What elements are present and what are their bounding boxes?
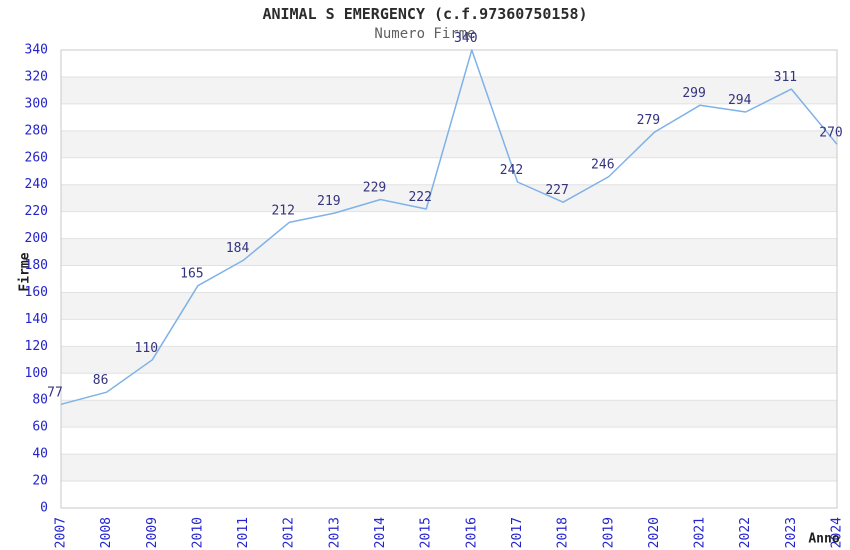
plot-band: [61, 346, 837, 374]
x-tick-label: 2020: [647, 517, 662, 548]
y-tick-label: 100: [25, 366, 48, 381]
data-point-label: 229: [363, 181, 386, 196]
plot-border: [60, 49, 838, 509]
plot-band: [61, 238, 837, 266]
x-tick-label: 2008: [99, 517, 114, 548]
y-tick-label: 280: [25, 123, 48, 138]
x-tick-label: 2015: [419, 517, 434, 548]
y-tick-label: 160: [25, 285, 48, 300]
x-tick-label: 2014: [373, 517, 388, 548]
x-tick-label: 2017: [510, 517, 525, 548]
y-axis-title: Firme: [17, 252, 33, 292]
x-tick-label: 2022: [738, 517, 753, 548]
data-point-label: 270: [819, 125, 842, 140]
plot-band: [61, 400, 837, 428]
x-tick-label: 2007: [54, 517, 69, 548]
data-point-label: 340: [454, 31, 477, 46]
y-tick-label: 80: [32, 393, 48, 408]
y-tick-label: 180: [25, 258, 48, 273]
data-point-label: 227: [545, 183, 568, 198]
x-tick-label: 2013: [327, 517, 342, 548]
data-point-label: 279: [637, 113, 660, 128]
x-tick-label: 2009: [145, 517, 160, 548]
y-tick-label: 300: [25, 96, 48, 111]
y-tick-label: 140: [25, 312, 48, 327]
data-point-label: 77: [47, 385, 63, 400]
data-point-label: 184: [226, 241, 250, 256]
data-point-label: 299: [682, 86, 705, 101]
x-tick-label: 2012: [282, 517, 297, 548]
y-tick-label: 320: [25, 69, 48, 84]
data-point-label: 311: [774, 70, 797, 85]
data-point-label: 294: [728, 93, 752, 108]
y-tick-label: 260: [25, 150, 48, 165]
plot-band: [61, 454, 837, 482]
data-point-label: 110: [135, 341, 158, 356]
data-point-label: 86: [93, 373, 109, 388]
x-axis-title: Anno: [808, 531, 840, 547]
x-tick-label: 2023: [784, 517, 799, 548]
data-point-label: 222: [408, 190, 431, 205]
x-tick-label: 2019: [601, 517, 616, 548]
x-tick-label: 2011: [236, 517, 251, 548]
x-tick-label: 2021: [693, 517, 708, 548]
data-point-label: 246: [591, 158, 614, 173]
data-point-label: 242: [500, 163, 523, 178]
data-point-label: 165: [180, 267, 203, 282]
y-tick-label: 0: [40, 501, 48, 516]
data-point-label: 212: [271, 203, 294, 218]
x-tick-label: 2018: [556, 517, 571, 548]
chart-subtitle: Numero Firme: [374, 26, 476, 42]
y-tick-label: 340: [25, 43, 48, 58]
y-tick-label: 220: [25, 204, 48, 219]
y-tick-label: 40: [32, 447, 48, 462]
chart-title: ANIMAL S EMERGENCY (c.f.97360750158): [262, 5, 588, 23]
x-tick-label: 2010: [190, 517, 205, 548]
y-tick-label: 60: [32, 420, 48, 435]
x-tick-label: 2024: [830, 517, 845, 548]
series-line: [60, 49, 838, 406]
plot-band: [61, 184, 837, 212]
plot-band: [61, 292, 837, 320]
y-tick-label: 20: [32, 474, 48, 489]
y-tick-label: 240: [25, 177, 48, 192]
x-tick-label: 2016: [464, 517, 479, 548]
data-point-label: 219: [317, 194, 340, 209]
y-tick-label: 120: [25, 339, 48, 354]
y-tick-label: 200: [25, 231, 48, 246]
plot-band: [61, 76, 837, 104]
plot-band: [61, 130, 837, 158]
